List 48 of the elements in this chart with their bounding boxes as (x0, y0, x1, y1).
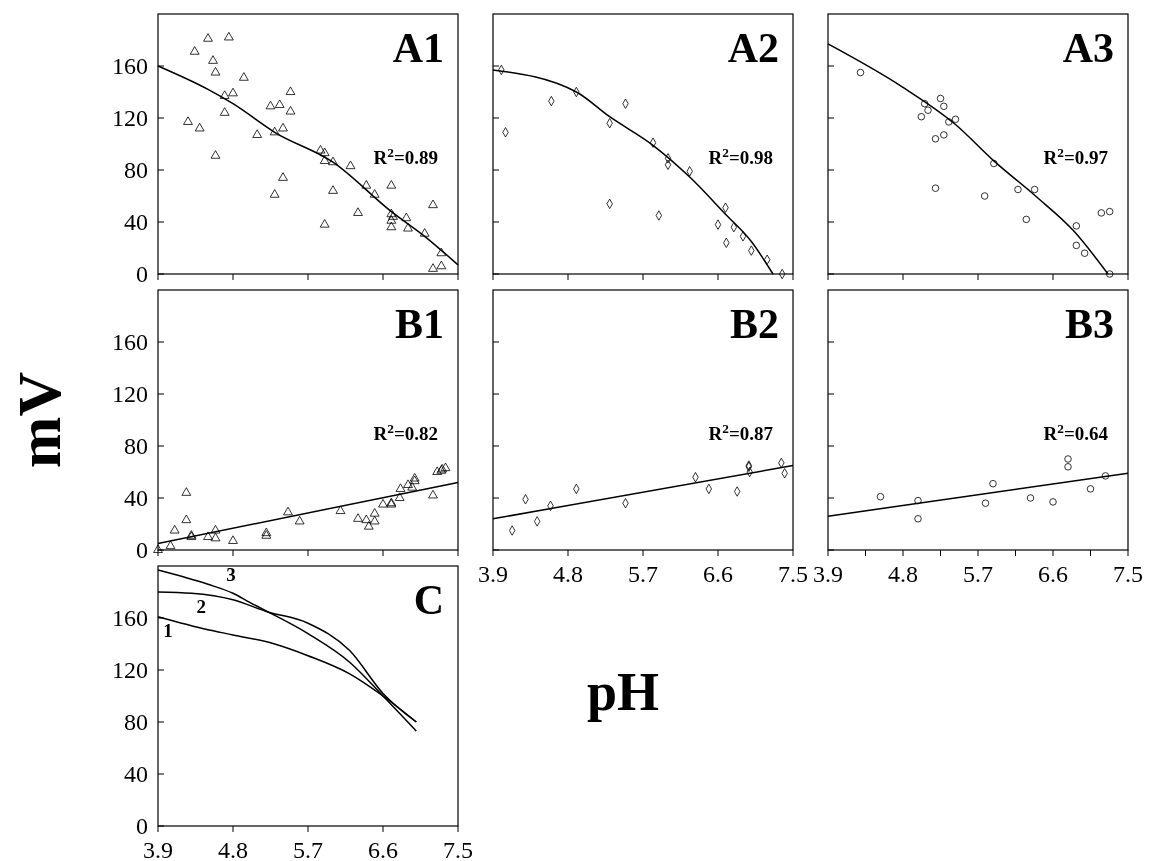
y-tick-label: 40 (124, 761, 148, 787)
y-tick-label: 160 (112, 605, 148, 631)
x-tick-label: 5.7 (628, 561, 658, 587)
x-tick-label: 6.6 (703, 561, 733, 587)
y-tick-label: 40 (124, 209, 148, 235)
y-tick-label: 40 (124, 485, 148, 511)
x-tick-label: 5.7 (293, 837, 323, 861)
y-tick-label: 80 (124, 709, 148, 735)
y-tick-label: 0 (136, 261, 148, 287)
y-tick-label: 120 (112, 657, 148, 683)
x-tick-label: 3.9 (143, 837, 173, 861)
x-tick-label: 6.6 (1038, 561, 1068, 587)
annotation: R$^{2}$=0.64 (1043, 420, 1109, 444)
x-tick-label: 3.9 (813, 561, 843, 587)
y-axis-title: mV (5, 371, 73, 469)
x-tick-label: 3.9 (478, 561, 508, 587)
series-label: 2 (196, 596, 207, 618)
series-label: 1 (163, 619, 173, 641)
x-axis-title: pH (586, 662, 660, 722)
x-tick-label: 7.5 (443, 837, 473, 861)
y-tick-label: 0 (136, 813, 148, 839)
y-tick-label: 0 (136, 537, 148, 563)
y-tick-label: 120 (112, 381, 148, 407)
x-tick-label: 7.5 (1113, 561, 1143, 587)
series-label: 3 (226, 564, 236, 586)
chart-title: B3 (1064, 301, 1114, 347)
x-tick-label: 6.6 (368, 837, 398, 861)
y-tick-label: 160 (112, 329, 148, 355)
x-tick-label: 7.5 (778, 561, 808, 587)
x-tick-label: 4.8 (888, 561, 918, 587)
y-tick-label: 160 (112, 53, 148, 79)
chart-title: C (413, 577, 444, 623)
x-tick-label: 5.7 (963, 561, 993, 587)
chart-title: A2 (727, 25, 779, 71)
annotation: R$^{2}$=0.97 (1043, 144, 1109, 168)
y-tick-label: 120 (112, 105, 148, 131)
annotation: R$^{2}$=0.98 (708, 144, 773, 168)
annotation: R$^{2}$=0.82 (373, 420, 438, 444)
x-tick-label: 4.8 (218, 837, 248, 861)
chart-title: B2 (729, 301, 779, 347)
annotation: R$^{2}$=0.89 (373, 144, 438, 168)
chart-title: A1 (392, 25, 444, 71)
annotation: R$^{2}$=0.87 (708, 420, 774, 444)
y-tick-label: 80 (124, 433, 148, 459)
x-tick-label: 4.8 (553, 561, 583, 587)
chart-title: A3 (1062, 25, 1114, 71)
chart-title: B1 (394, 301, 444, 347)
y-tick-label: 80 (124, 157, 148, 183)
